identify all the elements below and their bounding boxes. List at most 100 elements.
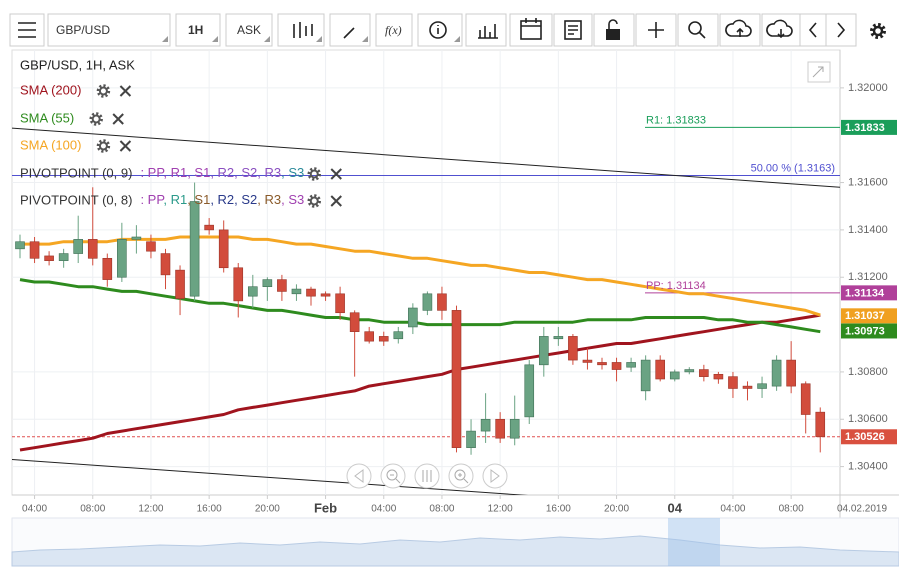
candle-body (306, 288, 316, 297)
pivot-part: , S3 (281, 192, 304, 207)
candle-body (524, 364, 535, 418)
calendar-button[interactable] (509, 13, 553, 47)
legend-gear[interactable] (96, 139, 111, 153)
candle-body (262, 279, 273, 288)
price-tag (841, 308, 897, 324)
chart-type-button[interactable] (277, 13, 325, 47)
candle-body (378, 336, 389, 342)
crosshair-button[interactable] (635, 13, 677, 47)
sma-line (19, 313, 821, 452)
pivot-gear[interactable] (307, 194, 321, 208)
symbol-select[interactable]: GBP/USD (47, 13, 171, 47)
pivot-remove[interactable] (330, 195, 342, 207)
pivot-part: , R2 (210, 165, 234, 180)
pan-left[interactable] (346, 463, 372, 489)
x-tick-label: 20:00 (604, 504, 629, 515)
reset[interactable] (414, 463, 440, 489)
x-tick-label: 08:00 (429, 504, 454, 515)
candle-body (757, 383, 767, 389)
level-label: PP: 1.31134 (646, 280, 706, 292)
x-tick-label: 04:00 (371, 504, 396, 515)
legend-entry: SMA (200) (20, 82, 81, 97)
scroll-left-button[interactable] (799, 13, 827, 47)
price-tag-label: 1.31037 (845, 310, 885, 322)
interval-select[interactable]: 1H (175, 13, 221, 47)
candle-body (684, 369, 695, 373)
scroll-right-button[interactable] (825, 13, 857, 47)
candle-body (742, 385, 753, 389)
price-tag (841, 429, 897, 445)
info-button[interactable] (417, 13, 463, 47)
pivot-gear-hub (309, 169, 319, 179)
price-type-select[interactable]: ASK (225, 13, 273, 47)
candle-body (451, 310, 462, 448)
candle-body (102, 257, 113, 280)
candle-body (582, 359, 593, 363)
date-label: 04.02.2019 (837, 504, 887, 515)
legend-entry: SMA (55) (20, 110, 74, 125)
function-button[interactable]: f(x) (375, 13, 413, 47)
lock-button[interactable] (593, 13, 635, 47)
legend-remove[interactable] (112, 113, 124, 125)
pivot-part: , S2 (234, 165, 257, 180)
price-tag-label: 1.31833 (845, 122, 885, 134)
pivot-gear[interactable] (307, 167, 321, 181)
x-tick-label: 04 (668, 500, 683, 515)
pivot-remove[interactable] (330, 168, 342, 180)
legend-entry: SMA (100) (20, 137, 81, 152)
candle-body (495, 418, 505, 439)
upload-button[interactable] (719, 13, 761, 47)
function-label: f(x) (385, 23, 402, 37)
navigator-window[interactable] (668, 518, 720, 566)
menu-button[interactable] (9, 13, 45, 47)
download-button[interactable] (761, 13, 801, 47)
price-tag (841, 285, 897, 301)
pan-right[interactable] (482, 463, 508, 489)
interval: 1H (188, 23, 203, 37)
candle-body (538, 336, 549, 366)
candle-body (349, 312, 360, 332)
x-tick-label: 20:00 (255, 504, 280, 515)
toolbar: GBP/USD 1H ASK f(x) (9, 13, 886, 47)
legend-remove[interactable] (119, 85, 132, 97)
expand-button[interactable] (807, 61, 831, 83)
legend-title: GBP/USD, 1H, ASK (20, 57, 135, 72)
price-tag-label: 1.31134 (845, 287, 885, 299)
sma-line (20, 235, 821, 317)
y-tick-label: 1.30800 (848, 366, 888, 378)
zoom-in[interactable] (448, 463, 474, 489)
candle-body (146, 241, 156, 252)
pivot-part: , S1 (187, 192, 210, 207)
pivot-name: PIVOTPOINT (0, 9) (20, 165, 132, 180)
x-tick-label: 12:00 (488, 504, 513, 515)
level-label: 50.00 % (1.3163) (751, 162, 835, 174)
zoom-button[interactable] (677, 13, 719, 47)
candle-body (131, 236, 142, 240)
legend-remove[interactable] (119, 140, 132, 152)
volume-button[interactable] (465, 13, 507, 47)
settings-button[interactable] (870, 23, 886, 39)
candle-body (277, 279, 287, 292)
pivot-gear-hub (309, 196, 319, 206)
candle-body (626, 362, 636, 368)
pivot-parts: : PP, R1, S1, R2, S2, R3, S3 (140, 192, 304, 207)
y-tick-label: 1.30600 (848, 413, 888, 425)
pivot-part: , R3 (257, 165, 281, 180)
draw-button[interactable] (329, 13, 371, 47)
candle-body (422, 293, 433, 311)
pivot-part: , R2 (210, 192, 234, 207)
candle-body (713, 373, 724, 380)
candle-body (29, 241, 40, 259)
y-tick-label: 1.32000 (848, 82, 888, 94)
legend-gear[interactable] (96, 84, 111, 98)
candle-body (480, 418, 491, 432)
candle-body (73, 239, 83, 254)
candle-body (466, 430, 476, 448)
y-tick-label: 1.30400 (848, 461, 888, 473)
legend-gear[interactable] (89, 112, 103, 126)
pivot-part: , S2 (234, 192, 257, 207)
price-tag-label: 1.30973 (845, 325, 885, 337)
candle-body (655, 359, 666, 380)
report-button[interactable] (553, 13, 593, 47)
zoom-out[interactable] (380, 463, 406, 489)
